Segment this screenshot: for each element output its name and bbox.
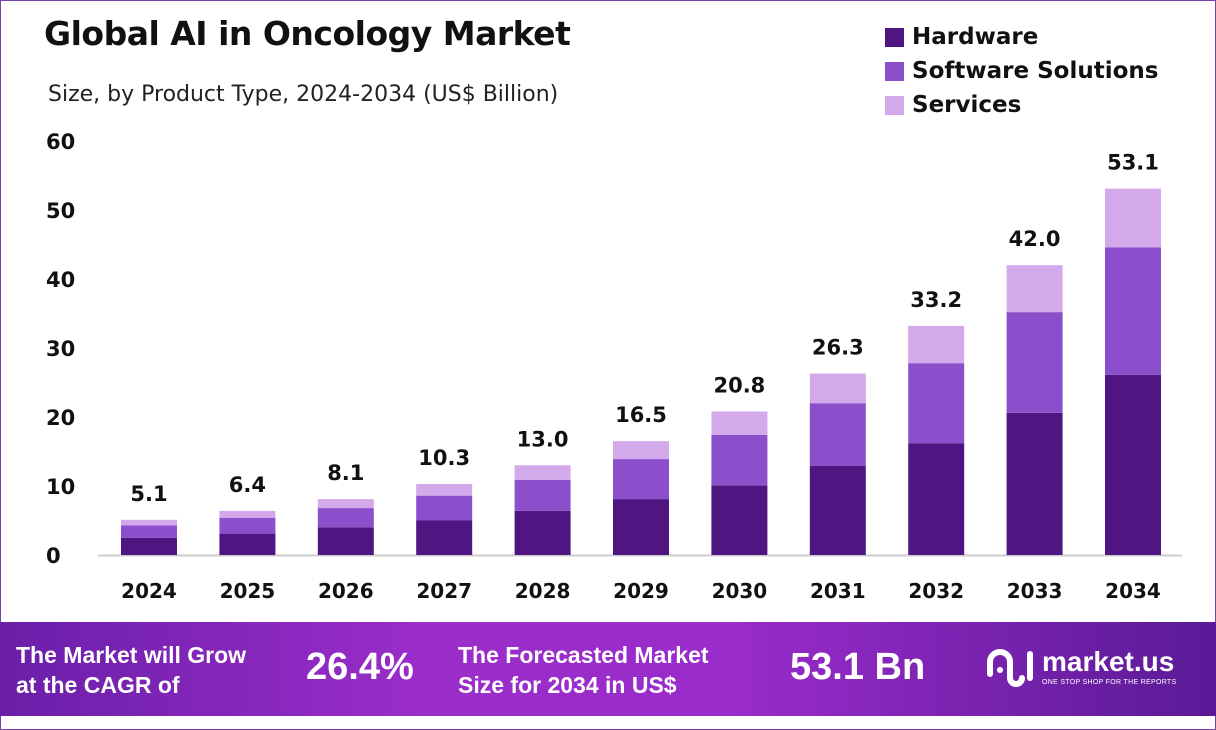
x-tick-label: 2024: [121, 579, 177, 603]
x-tick-label: 2034: [1105, 579, 1161, 603]
forecast-value: 53.1 Bn: [790, 646, 926, 688]
x-tick-label: 2032: [908, 579, 964, 603]
bar-segment-hardware: [613, 499, 669, 555]
cagr-value: 26.4%: [306, 646, 414, 688]
bar-total-label: 16.5: [615, 403, 667, 427]
legend-item-services: Services: [885, 88, 1158, 122]
legend-item-software: Software Solutions: [885, 54, 1158, 88]
logo-wordmark: market.us: [1042, 645, 1175, 677]
logo-text: market.us ONE STOP SHOP FOR THE REPORTS: [1042, 646, 1176, 687]
forecast-label: The Forecasted Market Size for 2034 in U…: [458, 640, 709, 700]
bar-segment-software-solutions: [613, 459, 669, 500]
x-tick-label: 2029: [613, 579, 669, 603]
legend-label: Services: [912, 92, 1022, 118]
bar-total-label: 20.8: [713, 373, 765, 397]
bar-segment-hardware: [1105, 374, 1161, 555]
bar-segment-hardware: [514, 510, 571, 555]
x-tick-label: 2030: [712, 579, 768, 603]
y-tick-label: 0: [46, 544, 61, 568]
bar-chart: 01020304050605.120246.420258.1202610.320…: [46, 130, 1182, 603]
bar-total-label: 42.0: [1009, 227, 1061, 251]
bar-segment-software-solutions: [317, 508, 374, 528]
y-tick-label: 40: [46, 268, 75, 292]
x-tick-label: 2026: [318, 579, 374, 603]
bar-segment-hardware: [1006, 412, 1063, 555]
logo-tagline: ONE STOP SHOP FOR THE REPORTS: [1042, 678, 1177, 686]
bar-segment-software-solutions: [514, 479, 571, 511]
bar-total-label: 53.1: [1107, 151, 1159, 175]
bar-segment-software-solutions: [1105, 247, 1161, 375]
legend-item-hardware: Hardware: [885, 20, 1158, 54]
bar-segment-hardware: [121, 537, 177, 555]
y-tick-label: 60: [46, 130, 75, 154]
chart-title: Global AI in Oncology Market: [44, 14, 571, 53]
y-tick-label: 10: [46, 475, 75, 499]
bar-total-label: 13.0: [517, 427, 569, 451]
bar-segment-software-solutions: [219, 517, 276, 534]
bar-segment-software-solutions: [711, 434, 768, 486]
bar-segment-services: [1006, 265, 1063, 313]
bar-segment-software-solutions: [1006, 312, 1063, 413]
forecast-label-line2: Size for 2034 in US$: [458, 672, 677, 698]
forecast-label-line1: The Forecasted Market: [458, 642, 709, 668]
bar-total-label: 6.4: [229, 473, 266, 497]
legend: Hardware Software Solutions Services: [885, 20, 1158, 122]
bar-segment-hardware: [416, 520, 473, 555]
bar-segment-services: [1105, 188, 1161, 248]
bar-segment-services: [711, 411, 768, 435]
cagr-label-line1: The Market will Grow: [16, 642, 247, 668]
bar-segment-services: [613, 441, 669, 460]
y-tick-label: 50: [46, 199, 75, 223]
y-tick-label: 30: [46, 337, 75, 361]
x-tick-label: 2028: [515, 579, 571, 603]
x-tick-label: 2027: [416, 579, 472, 603]
bar-segment-services: [121, 519, 177, 526]
cagr-label: The Market will Grow at the CAGR of: [16, 640, 246, 700]
y-tick-label: 20: [46, 406, 75, 430]
bar-total-label: 26.3: [812, 336, 864, 360]
bar-segment-hardware: [219, 533, 276, 555]
bar-segment-software-solutions: [416, 495, 473, 521]
bar-segment-services: [317, 499, 374, 509]
bar-segment-hardware: [908, 443, 965, 555]
market-us-logo-icon: [987, 649, 1033, 687]
x-tick-label: 2033: [1007, 579, 1063, 603]
legend-swatch: [885, 27, 904, 47]
x-tick-label: 2025: [220, 579, 276, 603]
legend-label: Hardware: [912, 24, 1039, 50]
summary-banner: The Market will Grow at the CAGR of 26.4…: [0, 622, 1216, 716]
bar-segment-services: [219, 510, 276, 518]
legend-swatch: [885, 95, 904, 115]
bar-segment-hardware: [711, 485, 768, 555]
cagr-label-line2: at the CAGR of: [16, 672, 180, 698]
bar-segment-software-solutions: [809, 403, 866, 466]
bar-segment-software-solutions: [908, 363, 965, 444]
bar-total-label: 33.2: [910, 288, 962, 312]
legend-label: Software Solutions: [912, 58, 1159, 84]
bar-segment-services: [514, 465, 571, 480]
bar-total-label: 10.3: [418, 446, 470, 470]
bar-segment-services: [908, 325, 965, 364]
bar-segment-hardware: [809, 465, 866, 555]
market-us-logo: market.us ONE STOP SHOP FOR THE REPORTS: [984, 644, 1176, 688]
bar-segment-services: [809, 373, 866, 404]
bar-segment-services: [416, 483, 473, 496]
bar-segment-hardware: [317, 527, 374, 555]
x-tick-label: 2031: [810, 579, 866, 603]
bar-total-label: 8.1: [327, 461, 364, 485]
bar-segment-software-solutions: [121, 525, 177, 538]
bar-total-label: 5.1: [130, 482, 167, 506]
legend-swatch: [885, 61, 904, 81]
chart-subtitle: Size, by Product Type, 2024-2034 (US$ Bi…: [48, 82, 559, 107]
